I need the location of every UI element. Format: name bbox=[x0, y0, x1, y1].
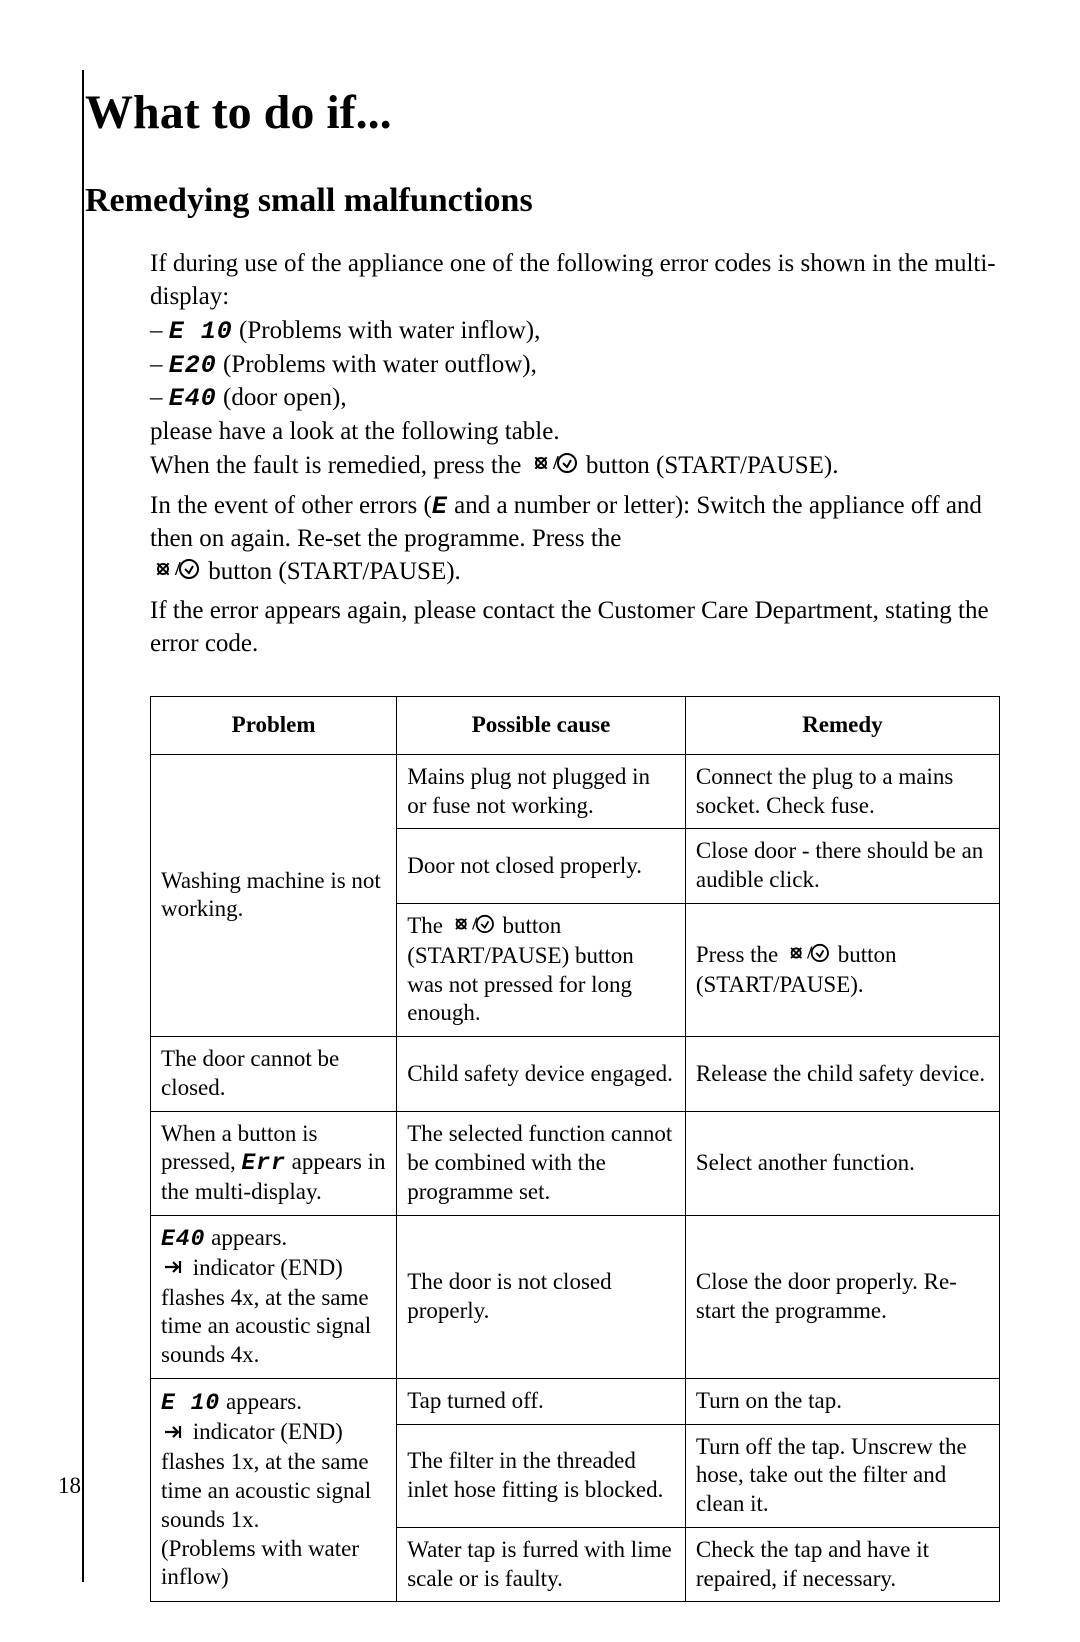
problem-cell: E 10 appears. indicator (END) flashes 1x… bbox=[151, 1378, 397, 1602]
col-header: Remedy bbox=[685, 697, 999, 755]
vertical-rule bbox=[82, 70, 84, 1582]
intro-text: If during use of the appliance one of th… bbox=[150, 248, 1000, 313]
text: When the fault is remedied, press the bbox=[150, 452, 528, 479]
page-number: 18 bbox=[58, 1473, 81, 1499]
para-2: In the event of other errors (E and a nu… bbox=[150, 490, 1000, 590]
cause-cell: The / button (START/PAUSE) button was no… bbox=[397, 903, 686, 1036]
text: button (START/PAUSE). bbox=[202, 558, 461, 585]
problem-cell: Washing machine is not working. bbox=[151, 754, 397, 1036]
page-title: What to do if... bbox=[85, 85, 1000, 140]
cause-cell: The filter in the threaded inlet hose fi… bbox=[397, 1424, 686, 1527]
table-row: Washing machine is not working.Mains plu… bbox=[151, 754, 1000, 829]
remedy-cell: Press the / button (START/PAUSE). bbox=[685, 903, 999, 1036]
remedy-cell: Release the child safety device. bbox=[685, 1037, 999, 1112]
error-code: E bbox=[432, 492, 448, 521]
remedy-cell: Check the tap and have it repaired, if n… bbox=[685, 1527, 999, 1602]
start-pause-icon: / bbox=[530, 451, 578, 484]
remedy-cell: Turn off the tap. Unscrew the hose, take… bbox=[685, 1424, 999, 1527]
col-header: Possible cause bbox=[397, 697, 686, 755]
problem-cell: E40 appears. indicator (END) flashes 4x,… bbox=[151, 1215, 397, 1378]
cause-cell: Tap turned off. bbox=[397, 1378, 686, 1424]
remedy-cell: Close door - there should be an audible … bbox=[685, 829, 999, 904]
cause-cell: Mains plug not plugged in or fuse not wo… bbox=[397, 754, 686, 829]
para-3: If the error appears again, please conta… bbox=[150, 595, 1000, 660]
cause-cell: Child safety device engaged. bbox=[397, 1037, 686, 1112]
remedy-cell: Turn on the tap. bbox=[685, 1378, 999, 1424]
error-list-item: – E20 (Problems with water outflow), bbox=[150, 349, 1000, 383]
table-row: E 10 appears. indicator (END) flashes 1x… bbox=[151, 1378, 1000, 1424]
cause-cell: The selected function cannot be combined… bbox=[397, 1111, 686, 1215]
start-pause-icon: / bbox=[152, 557, 200, 590]
intro-text-2: please have a look at the following tabl… bbox=[150, 416, 1000, 449]
problem-cell: When a button is pressed, Err appears in… bbox=[151, 1111, 397, 1215]
col-header: Problem bbox=[151, 697, 397, 755]
table-row: When a button is pressed, Err appears in… bbox=[151, 1111, 1000, 1215]
error-list-item: – E 10 (Problems with water inflow), bbox=[150, 315, 1000, 349]
text: In the event of other errors ( bbox=[150, 492, 432, 519]
remedy-cell: Select another function. bbox=[685, 1111, 999, 1215]
intro-text-3: When the fault is remedied, press the / … bbox=[150, 450, 1000, 484]
troubleshooting-table: Problem Possible cause Remedy Washing ma… bbox=[150, 696, 1000, 1602]
cause-cell: The door is not closed properly. bbox=[397, 1215, 686, 1378]
cause-cell: Water tap is furred with lime scale or i… bbox=[397, 1527, 686, 1602]
table-row: E40 appears. indicator (END) flashes 4x,… bbox=[151, 1215, 1000, 1378]
text: button (START/PAUSE). bbox=[580, 452, 839, 479]
remedy-cell: Connect the plug to a mains socket. Chec… bbox=[685, 754, 999, 829]
cause-cell: Door not closed properly. bbox=[397, 829, 686, 904]
remedy-cell: Close the door properly. Re-start the pr… bbox=[685, 1215, 999, 1378]
error-list-item: – E40 (door open), bbox=[150, 382, 1000, 416]
section-subtitle: Remedying small malfunctions bbox=[85, 182, 1000, 220]
problem-cell: The door cannot be closed. bbox=[151, 1037, 397, 1112]
table-row: The door cannot be closed.Child safety d… bbox=[151, 1037, 1000, 1112]
